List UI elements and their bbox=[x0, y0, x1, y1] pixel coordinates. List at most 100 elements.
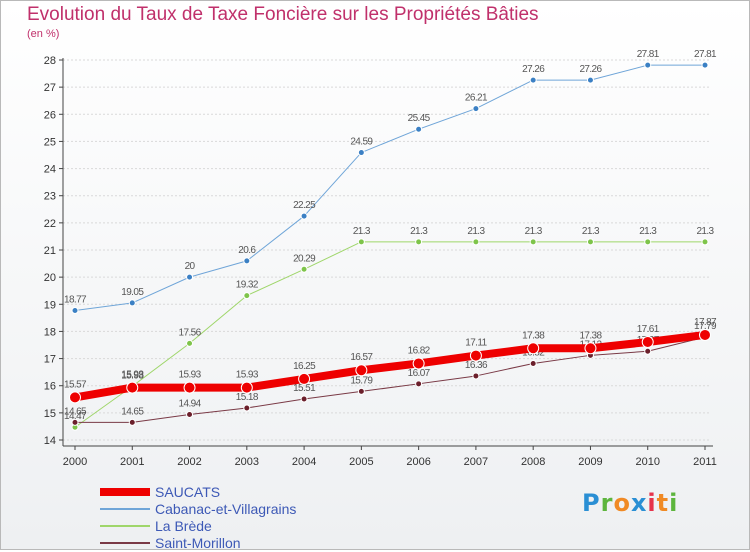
data-label: 17.79 bbox=[694, 321, 717, 332]
data-label: 20.6 bbox=[238, 245, 256, 256]
series-line bbox=[71, 330, 709, 402]
data-label: 15.98 bbox=[121, 370, 144, 381]
data-label: 15.79 bbox=[350, 375, 373, 386]
data-label: 15.51 bbox=[293, 383, 316, 394]
data-label: 17.11 bbox=[465, 338, 487, 349]
logo-letter: i bbox=[647, 489, 657, 517]
data-label: 19.32 bbox=[236, 280, 259, 291]
series-line bbox=[74, 241, 706, 428]
data-point bbox=[71, 307, 79, 315]
y-tick-label: 25 bbox=[44, 136, 56, 148]
data-point bbox=[641, 336, 654, 349]
data-point bbox=[186, 273, 194, 281]
data-label: 16.57 bbox=[350, 352, 373, 363]
data-point bbox=[644, 347, 652, 355]
data-point bbox=[71, 418, 79, 426]
data-point bbox=[243, 404, 251, 412]
x-tick-label: 2011 bbox=[693, 456, 717, 468]
data-point bbox=[472, 238, 480, 246]
data-point bbox=[240, 381, 253, 394]
logo-letter: t bbox=[656, 489, 670, 517]
y-tick-label: 27 bbox=[44, 82, 56, 94]
legend-swatch-saint-morillon bbox=[100, 542, 150, 544]
data-point bbox=[472, 372, 480, 380]
series-line bbox=[74, 336, 706, 423]
data-label: 21.3 bbox=[696, 226, 714, 237]
x-tick-label: 2001 bbox=[120, 456, 144, 468]
data-point bbox=[412, 357, 425, 370]
chart-unit-label: (en %) bbox=[27, 28, 60, 40]
data-point bbox=[644, 61, 652, 69]
y-tick-label: 20 bbox=[44, 272, 56, 284]
data-label: 17.61 bbox=[637, 324, 660, 335]
data-label: 14.65 bbox=[64, 406, 87, 417]
y-tick-label: 17 bbox=[44, 354, 56, 366]
data-point bbox=[355, 364, 368, 377]
data-point bbox=[69, 391, 81, 404]
data-label: 17.38 bbox=[522, 330, 545, 341]
data-point bbox=[128, 418, 136, 426]
data-label: 21.3 bbox=[639, 226, 657, 237]
data-label: 20 bbox=[185, 261, 196, 272]
y-tick-label: 26 bbox=[44, 109, 56, 121]
legend-swatch-la-brede bbox=[100, 525, 150, 527]
x-tick-label: 2004 bbox=[292, 456, 316, 468]
data-point bbox=[357, 238, 365, 246]
data-point bbox=[183, 381, 196, 394]
data-label: 21.3 bbox=[582, 226, 600, 237]
logo-letter: i bbox=[669, 489, 679, 517]
data-label: 15.93 bbox=[236, 370, 259, 381]
data-label: 21.3 bbox=[410, 226, 428, 237]
data-label: 17.56 bbox=[179, 327, 202, 338]
data-label: 16.25 bbox=[293, 361, 316, 372]
data-label: 15.18 bbox=[236, 392, 259, 403]
logo-letter: r bbox=[600, 489, 614, 517]
data-point bbox=[644, 238, 652, 246]
data-point bbox=[300, 212, 308, 220]
data-label: 26.21 bbox=[465, 93, 488, 104]
data-label: 17.38 bbox=[579, 330, 602, 341]
data-point bbox=[586, 76, 594, 84]
x-tick-label: 2009 bbox=[578, 456, 602, 468]
proxiti-logo: Proxiti bbox=[582, 489, 678, 517]
x-tick-label: 2005 bbox=[349, 456, 373, 468]
data-label: 21.3 bbox=[525, 226, 543, 237]
x-tick-label: 2002 bbox=[177, 456, 201, 468]
data-label: 15.93 bbox=[179, 370, 202, 381]
data-point bbox=[584, 342, 597, 355]
x-tick-label: 2000 bbox=[63, 456, 87, 468]
x-tick-label: 2007 bbox=[464, 456, 488, 468]
x-tick-label: 2003 bbox=[235, 456, 259, 468]
legend-label: La Brède bbox=[155, 518, 212, 534]
data-point bbox=[701, 61, 709, 69]
data-label: 14.94 bbox=[179, 398, 202, 409]
data-point bbox=[415, 125, 423, 133]
x-tick-label: 2008 bbox=[521, 456, 545, 468]
data-point bbox=[186, 410, 194, 418]
y-tick-label: 16 bbox=[44, 381, 56, 393]
data-label: 16.07 bbox=[408, 368, 431, 379]
logo-letter: x bbox=[630, 489, 648, 517]
data-label: 21.3 bbox=[467, 226, 485, 237]
data-label: 17.87 bbox=[694, 317, 717, 328]
y-tick-label: 28 bbox=[44, 55, 56, 67]
y-tick-label: 19 bbox=[44, 299, 56, 311]
data-point bbox=[300, 265, 308, 273]
data-point bbox=[529, 359, 537, 367]
y-tick-label: 24 bbox=[44, 164, 56, 176]
chart-title: Evolution du Taux de Taxe Foncière sur l… bbox=[27, 4, 539, 25]
y-tick-label: 14 bbox=[44, 435, 56, 447]
data-point bbox=[186, 339, 194, 347]
legend-swatch-cabanac bbox=[100, 508, 150, 510]
data-point bbox=[586, 238, 594, 246]
data-label: 27.26 bbox=[579, 64, 602, 75]
data-label: 27.81 bbox=[694, 49, 717, 60]
logo-letter: P bbox=[582, 489, 601, 517]
data-label: 14.47 bbox=[64, 411, 87, 422]
legend-swatch-saucats bbox=[100, 488, 150, 496]
data-label: 20.29 bbox=[293, 253, 316, 264]
data-point bbox=[527, 342, 540, 355]
y-tick-label: 15 bbox=[44, 408, 56, 420]
